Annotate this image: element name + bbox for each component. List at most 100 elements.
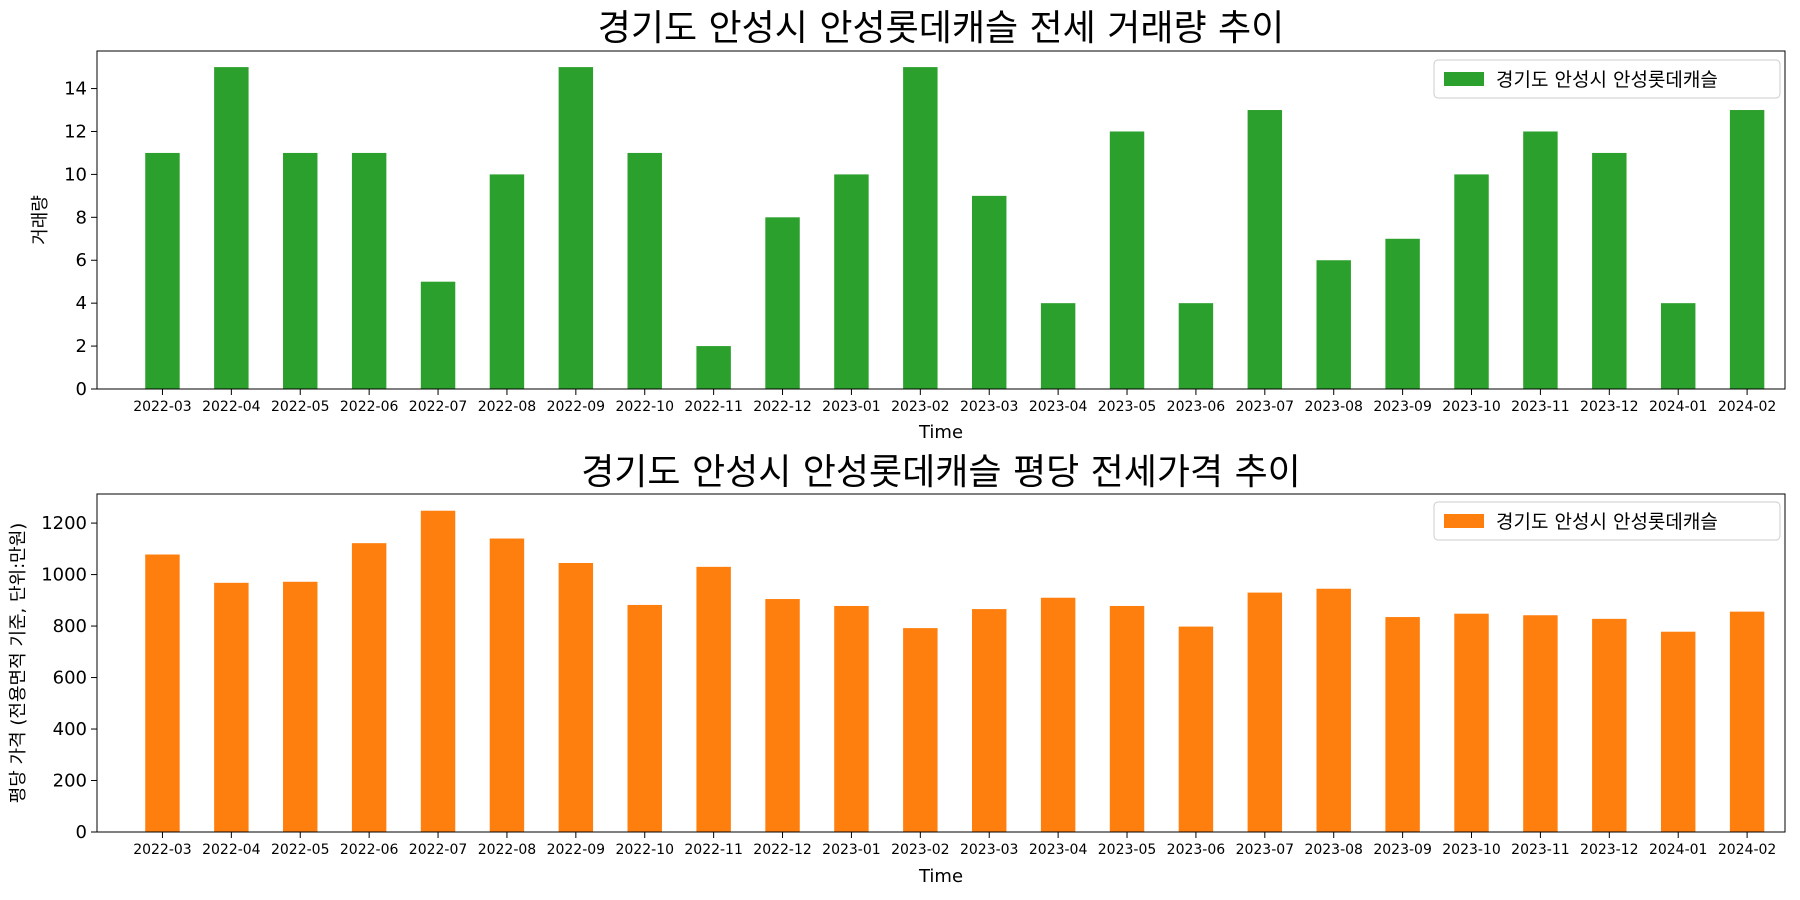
x-tick-label: 2023-04: [1029, 399, 1088, 415]
x-tick-label: 2023-12: [1580, 399, 1639, 415]
x-tick-label: 2023-06: [1167, 399, 1226, 415]
bar: [1729, 110, 1765, 390]
bar: [420, 510, 456, 832]
x-tick-label: 2022-05: [271, 399, 330, 415]
bar: [972, 609, 1007, 832]
legend-box: [1433, 59, 1781, 99]
x-tick-label: 2022-10: [615, 842, 674, 858]
bar: [834, 174, 869, 389]
bar: [420, 281, 456, 389]
x-tick-label: 2024-01: [1649, 399, 1708, 415]
x-tick-label: 2023-03: [960, 399, 1019, 415]
x-tick-label: 2022-06: [340, 842, 399, 858]
legend-swatch: [1444, 514, 1484, 528]
x-tick-label: 2023-11: [1511, 399, 1570, 415]
x-tick-label: 2022-09: [547, 842, 606, 858]
x-tick-label: 2022-05: [271, 842, 330, 858]
x-tick-label: 2023-02: [891, 399, 950, 415]
y-tick-label: 0: [76, 379, 87, 400]
y-tick-label: 0: [76, 822, 87, 843]
x-tick-label: 2024-02: [1718, 399, 1777, 415]
x-tick-label: 2022-11: [684, 399, 743, 415]
y-tick-label: 800: [53, 616, 87, 637]
bar: [696, 346, 731, 389]
y-tick-label: 200: [53, 771, 87, 792]
x-axis-label: Time: [918, 422, 963, 443]
y-tick-label: 12: [64, 121, 87, 142]
bar: [1109, 131, 1145, 390]
y-tick-label: 2: [76, 336, 87, 357]
x-tick-label: 2023-08: [1304, 399, 1363, 415]
bar: [351, 152, 387, 389]
x-tick-label: 2023-03: [960, 842, 1019, 858]
bar: [1316, 260, 1351, 389]
bar: [214, 582, 249, 832]
bar: [1316, 588, 1351, 832]
x-tick-label: 2023-07: [1236, 842, 1295, 858]
legend: 경기도 안성시 안성롯데캐슬: [1433, 501, 1781, 541]
bar: [351, 543, 387, 832]
bar: [1385, 617, 1420, 832]
x-tick-label: 2022-04: [202, 399, 261, 415]
bar: [1247, 110, 1283, 390]
x-tick-label: 2022-08: [478, 399, 537, 415]
bar: [489, 538, 525, 832]
x-tick-label: 2023-02: [891, 842, 950, 858]
chart-1: 0 2 4 6 8 10 12 14 2022-03 2022-04 2022-05 2022-06 2…: [30, 8, 1786, 443]
bar: [1385, 238, 1420, 389]
x-tick-label: 2022-12: [753, 399, 812, 415]
chart-2: 0 200 400 600 800 1000 1200 2022-03 2022-04 2022-…: [8, 452, 1786, 887]
x-tick-label: 2024-01: [1649, 842, 1708, 858]
y-tick-label: 400: [53, 719, 87, 740]
x-axis-label: Time: [918, 866, 963, 887]
x-tick-label: 2023-06: [1167, 842, 1226, 858]
x-tick-label: 2022-08: [478, 842, 537, 858]
bar: [1040, 303, 1076, 389]
bar: [283, 152, 318, 389]
bar: [765, 217, 800, 389]
bar: [1729, 611, 1765, 832]
bar: [1660, 631, 1696, 832]
bar: [1454, 174, 1489, 389]
legend-label: 경기도 안성시 안성롯데캐슬: [1496, 511, 1718, 533]
x-tick-label: 2022-03: [133, 399, 192, 415]
bar: [1523, 615, 1558, 832]
bar: [1660, 303, 1696, 389]
x-tick-label: 2023-01: [822, 842, 881, 858]
x-tick-label: 2022-11: [684, 842, 743, 858]
x-tick-label: 2022-07: [409, 842, 468, 858]
x-tick-label: 2023-05: [1098, 842, 1157, 858]
x-tick-label: 2023-09: [1373, 842, 1432, 858]
x-tick-label: 2022-07: [409, 399, 468, 415]
bar: [558, 562, 594, 832]
bar: [1592, 618, 1627, 832]
x-tick-label: 2022-10: [615, 399, 674, 415]
bar: [1178, 303, 1214, 389]
chart-title: 경기도 안성시 안성롯데캐슬 평당 전세가격 추이: [581, 452, 1301, 493]
plot-frame: [96, 493, 1786, 833]
y-tick-label: 600: [53, 668, 87, 689]
bar: [696, 566, 731, 832]
plot-frame: [96, 50, 1786, 390]
bar: [1247, 592, 1283, 832]
x-tick-label: 2023-10: [1442, 842, 1501, 858]
x-tick-label: 2022-04: [202, 842, 261, 858]
x-tick-label: 2023-04: [1029, 842, 1088, 858]
bar: [903, 628, 938, 832]
bar: [627, 604, 662, 832]
x-tick-label: 2023-10: [1442, 399, 1501, 415]
bar: [765, 599, 800, 832]
x-tick-label: 2024-02: [1718, 842, 1777, 858]
bar: [558, 67, 594, 389]
y-tick-label: 1000: [41, 565, 87, 586]
bar: [1592, 152, 1627, 389]
bar: [834, 605, 869, 832]
y-tick-label: 8: [76, 207, 87, 228]
x-tick-label: 2022-06: [340, 399, 399, 415]
y-tick-label: 10: [64, 164, 87, 185]
x-tick-label: 2022-09: [547, 399, 606, 415]
y-axis-label: 거래량: [30, 195, 51, 245]
legend-box: [1433, 501, 1781, 541]
x-tick-label: 2023-05: [1098, 399, 1157, 415]
